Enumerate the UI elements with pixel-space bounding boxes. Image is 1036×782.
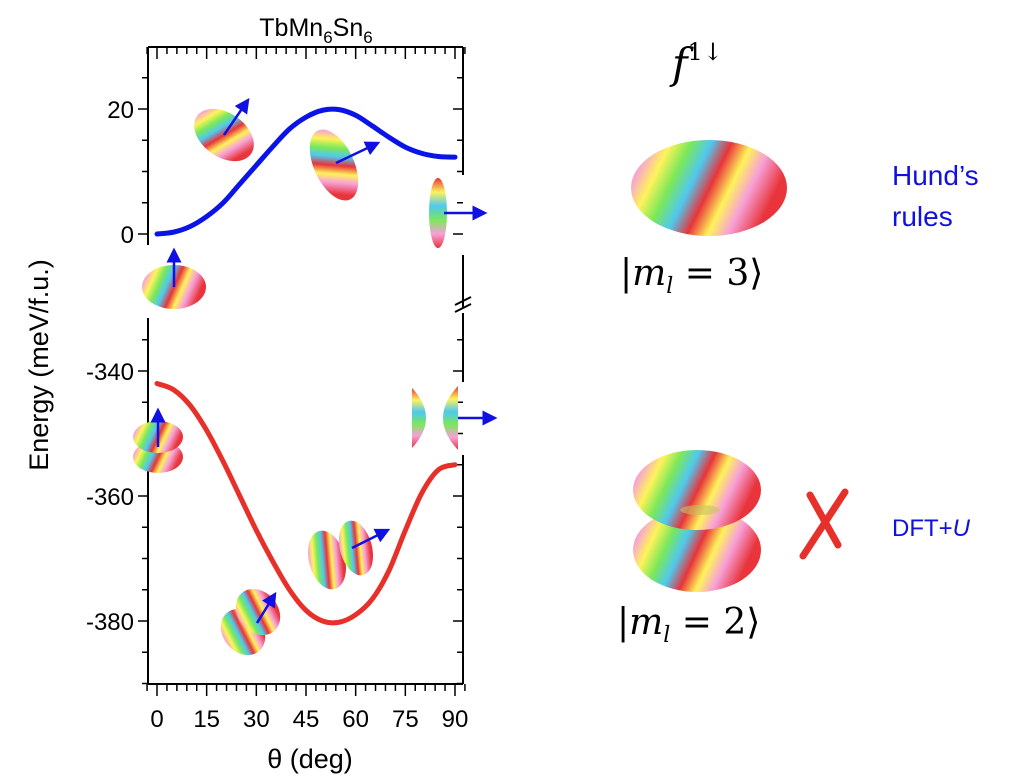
axis-break-mark xyxy=(454,303,472,313)
x-axis-label: θ (deg) xyxy=(267,744,353,774)
dft-u-label: DFT+U xyxy=(892,515,971,542)
tick-labels: 0 15 30 45 60 75 90 0 20 -340 -360 -380 xyxy=(86,97,468,733)
orbital-double-cone-tilted-icon xyxy=(307,520,391,590)
orbital-double-cone-tilted-icon xyxy=(220,588,281,656)
orbital-double-cone-icon xyxy=(133,407,183,473)
curves xyxy=(154,106,458,626)
orbital-insets xyxy=(133,97,498,656)
x-tick-label: 75 xyxy=(392,706,419,733)
orbital-disk-tilted-icon xyxy=(309,129,381,201)
ml2-ket-label: |ml = 2⟩ xyxy=(617,602,760,648)
x-tick-label: 15 xyxy=(193,706,220,733)
x-tick-label: 45 xyxy=(293,706,320,733)
orbital-disk-tilted-icon xyxy=(194,97,254,162)
orbital-ml3-disk-icon xyxy=(631,140,787,236)
ml3-ket-label: |ml = 3⟩ xyxy=(620,253,763,299)
hunds-rules-label: Hund’s rules xyxy=(892,160,979,232)
x-tick-label: 0 xyxy=(150,706,163,733)
axis-break-mark xyxy=(454,296,472,306)
orbital-disk-flat-icon xyxy=(142,247,206,309)
y-tick-label: -360 xyxy=(86,484,134,511)
f-state-label: f1↓ xyxy=(669,38,723,88)
y-axis-label: Energy (meV/f.u.) xyxy=(24,259,54,471)
orbital-double-cone-horizontal-icon xyxy=(412,386,498,450)
orbital-disk-vertical-icon xyxy=(429,178,488,248)
x-tick-label: 30 xyxy=(243,706,270,733)
y-tick-label: 0 xyxy=(121,222,134,249)
x-tick-label: 90 xyxy=(442,706,469,733)
y-tick-label: 20 xyxy=(107,97,134,124)
red-x-cross-icon xyxy=(799,488,849,560)
upper-energy-curve xyxy=(154,106,458,237)
x-tick-label: 60 xyxy=(342,706,369,733)
chart-title: TbMn6Sn6 xyxy=(259,14,372,47)
y-tick-label: -380 xyxy=(86,609,134,636)
y-tick-label: -340 xyxy=(86,359,134,386)
axes xyxy=(138,46,472,696)
orbital-ml2-double-cone-icon xyxy=(633,450,761,592)
lower-energy-curve xyxy=(154,381,458,626)
